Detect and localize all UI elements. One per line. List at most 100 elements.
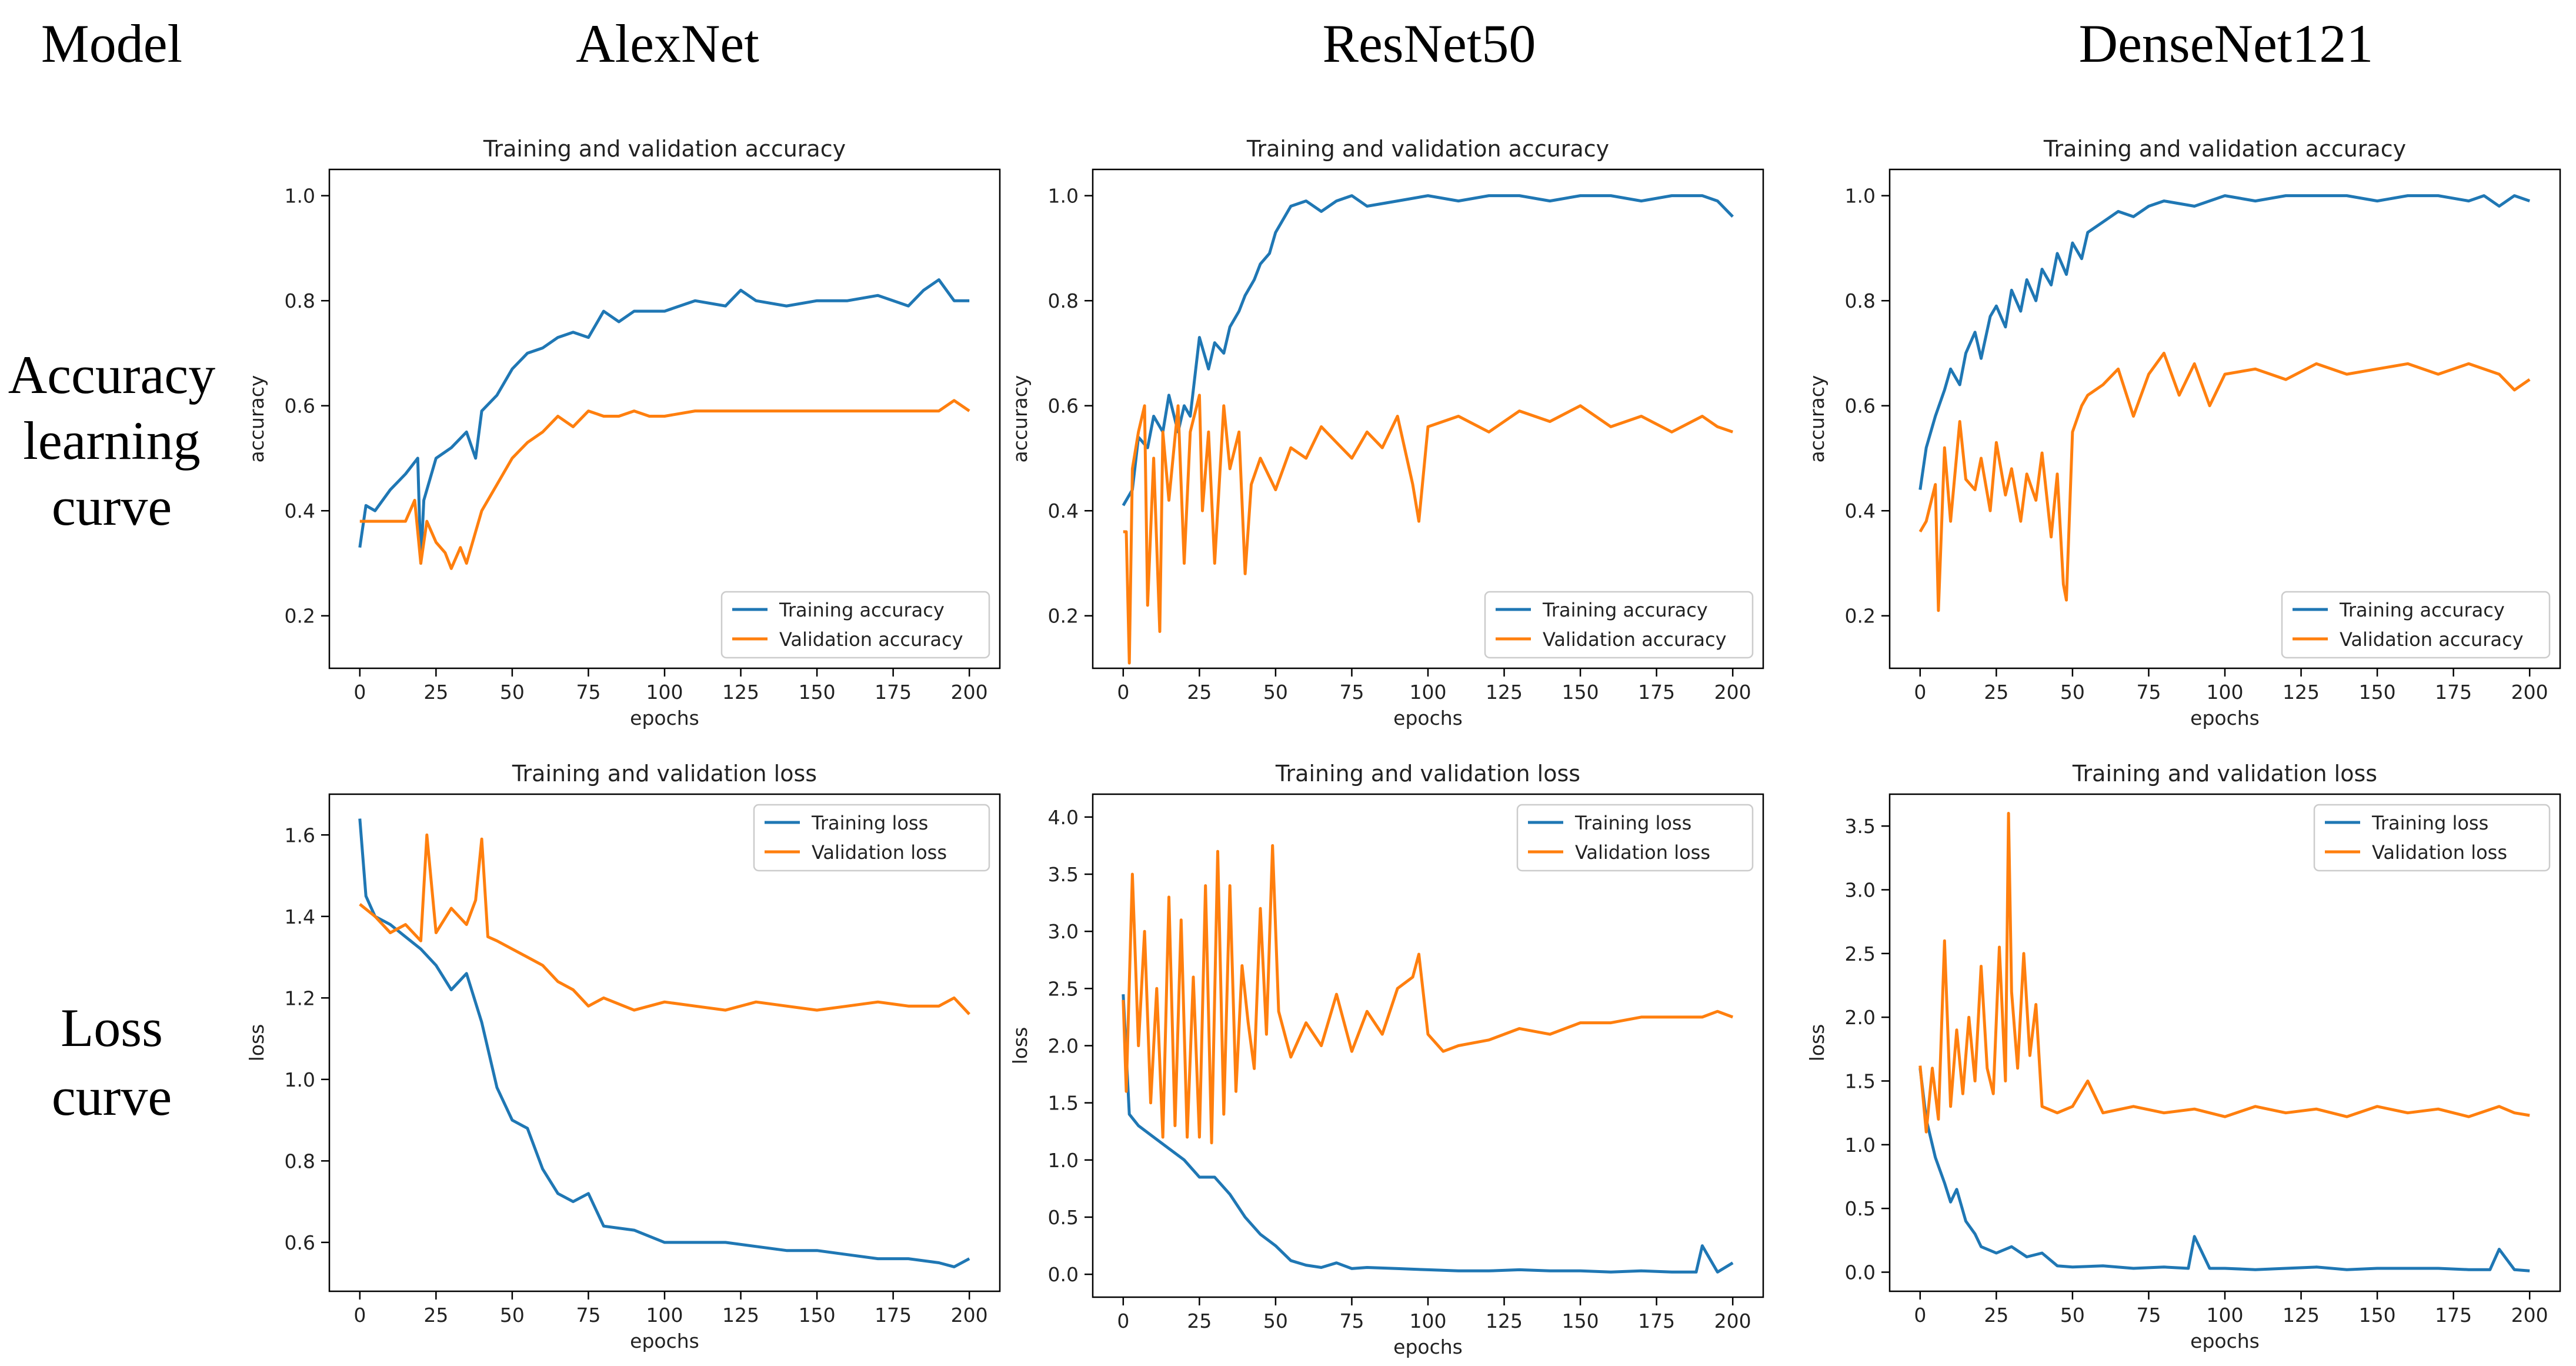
series-line-training <box>1122 194 1734 507</box>
x-tick-label: 125 <box>2283 1304 2320 1327</box>
row-label-accuracy-line2: learning <box>23 411 200 471</box>
y-tick-label: 0.6 <box>285 395 315 418</box>
x-tick-label: 50 <box>500 681 525 704</box>
y-tick-label: 0.6 <box>1845 395 1876 418</box>
y-tick-label: 1.5 <box>1845 1070 1876 1093</box>
y-axis-label: accuracy <box>1806 375 1828 463</box>
x-tick-label: 100 <box>1410 681 1447 704</box>
x-tick-label: 75 <box>576 681 600 704</box>
series-line-training <box>1122 994 1734 1274</box>
x-tick-label: 150 <box>1562 681 1599 704</box>
x-axis-label: epochs <box>2190 1330 2260 1352</box>
legend-label-training: Training loss <box>1574 812 1691 834</box>
column-header-resnet50: ResNet50 <box>1323 14 1536 74</box>
legend: Training accuracy Validation accuracy <box>1484 591 1754 659</box>
legend-label-training: Training accuracy <box>1542 599 1708 621</box>
x-tick-label: 175 <box>2435 1304 2472 1327</box>
x-tick-label: 25 <box>423 1304 448 1327</box>
x-tick-label: 25 <box>1187 1310 1212 1332</box>
x-tick-label: 175 <box>2435 681 2472 704</box>
x-tick-label: 100 <box>1410 1310 1447 1332</box>
y-tick-label: 1.5 <box>1048 1092 1079 1115</box>
x-tick-label: 200 <box>2511 681 2548 704</box>
y-axis-label: loss <box>245 1024 268 1062</box>
y-axis-label: accuracy <box>1009 375 1032 463</box>
x-tick-label: 25 <box>1984 681 2008 704</box>
chart-title: Training and validation loss <box>512 761 817 787</box>
y-tick-label: 0.2 <box>1048 605 1079 628</box>
legend-label-validation: Validation loss <box>1575 841 1710 864</box>
legend: Training loss Validation loss <box>753 804 990 872</box>
x-tick-label: 50 <box>2060 1304 2085 1327</box>
y-tick-label: 0.4 <box>1845 499 1876 522</box>
legend-label-validation: Validation accuracy <box>1543 628 1727 651</box>
legend-label-validation: Validation loss <box>812 841 947 864</box>
series-line-validation <box>1123 394 1734 665</box>
y-tick-label: 0.8 <box>1845 289 1876 312</box>
x-tick-label: 175 <box>1638 1310 1675 1332</box>
plot-area <box>329 169 1000 668</box>
x-axis-label: epochs <box>1393 707 1463 729</box>
legend-label-validation: Validation accuracy <box>2340 628 2524 651</box>
series-line-training <box>358 818 970 1268</box>
legend-label-validation: Validation accuracy <box>779 628 963 651</box>
x-tick-label: 100 <box>2207 681 2244 704</box>
legend-box <box>2313 804 2551 872</box>
y-tick-label: 3.0 <box>1048 920 1079 943</box>
x-tick-label: 0 <box>1914 1304 1926 1327</box>
x-tick-label: 125 <box>1486 681 1523 704</box>
legend-box <box>720 591 990 659</box>
plot-area <box>329 794 1000 1291</box>
x-tick-label: 50 <box>500 1304 525 1327</box>
y-tick-label: 0.2 <box>285 605 315 628</box>
row-label-accuracy-line1: Accuracy <box>8 345 215 405</box>
y-tick-label: 1.6 <box>285 824 315 847</box>
x-axis-label: epochs <box>630 1330 699 1352</box>
x-tick-label: 25 <box>423 681 448 704</box>
y-tick-label: 4.0 <box>1048 806 1079 829</box>
x-tick-label: 75 <box>576 1304 600 1327</box>
y-tick-label: 1.0 <box>285 185 315 208</box>
legend-box <box>753 804 990 872</box>
y-tick-label: 2.5 <box>1845 942 1876 965</box>
y-tick-label: 0.6 <box>285 1231 315 1254</box>
y-tick-label: 0.5 <box>1845 1197 1876 1220</box>
x-tick-label: 50 <box>1263 681 1288 704</box>
series-line-training <box>1918 1068 2530 1272</box>
chart-alexnet-loss: 0 25 50 75 100 125 150 175 200 0.6 0.8 1.0 1.2 1.4 1.6… <box>245 761 1001 1352</box>
x-tick-label: 75 <box>2136 681 2161 704</box>
x-tick-label: 150 <box>799 1304 836 1327</box>
x-tick-label: 75 <box>2136 1304 2161 1327</box>
y-tick-label: 0.8 <box>1048 289 1079 312</box>
legend-label-training: Training accuracy <box>779 599 945 621</box>
y-tick-label: 2.5 <box>1048 977 1079 1000</box>
x-tick-label: 125 <box>722 1304 759 1327</box>
x-tick-label: 100 <box>646 681 683 704</box>
x-tick-label: 150 <box>2359 681 2396 704</box>
row-label-loss-line1: Loss <box>61 998 163 1058</box>
series-line-validation <box>359 399 970 570</box>
x-tick-label: 0 <box>1117 681 1129 704</box>
y-tick-label: 3.5 <box>1845 815 1876 838</box>
y-tick-label: 0.5 <box>1048 1206 1079 1229</box>
y-tick-label: 1.0 <box>1048 185 1079 208</box>
y-tick-label: 1.0 <box>1048 1149 1079 1172</box>
chart-title: Training and validation loss <box>2072 761 2377 787</box>
chart-densenet121-accuracy: 0 25 50 75 100 125 150 175 200 0.2 0.4 0.6 0.8 1.0 Tra… <box>1806 136 2561 729</box>
y-tick-label: 3.5 <box>1048 863 1079 886</box>
series-line-validation <box>1122 844 1734 1145</box>
column-header-alexnet: AlexNet <box>576 14 759 74</box>
legend-box <box>2281 591 2551 659</box>
legend: Training accuracy Validation accuracy <box>720 591 990 659</box>
x-axis-label: epochs <box>1393 1335 1463 1358</box>
y-tick-label: 0.0 <box>1845 1261 1876 1284</box>
x-tick-label: 150 <box>2359 1304 2396 1327</box>
x-tick-label: 75 <box>1339 1310 1364 1332</box>
x-tick-label: 200 <box>1714 1310 1751 1332</box>
x-axis-label: epochs <box>2190 707 2260 729</box>
chart-alexnet-accuracy: 0 25 50 75 100 125 150 175 200 0.2 0.4 0.6 0.8 1.0 Tra… <box>245 136 1001 729</box>
x-tick-label: 175 <box>875 681 912 704</box>
x-tick-label: 25 <box>1984 1304 2008 1327</box>
plot-area <box>1093 169 1763 668</box>
chart-densenet121-loss: 0 25 50 75 100 125 150 175 200 0.0 0.5 1.0 1.5 2.0 2.5… <box>1806 761 2561 1352</box>
